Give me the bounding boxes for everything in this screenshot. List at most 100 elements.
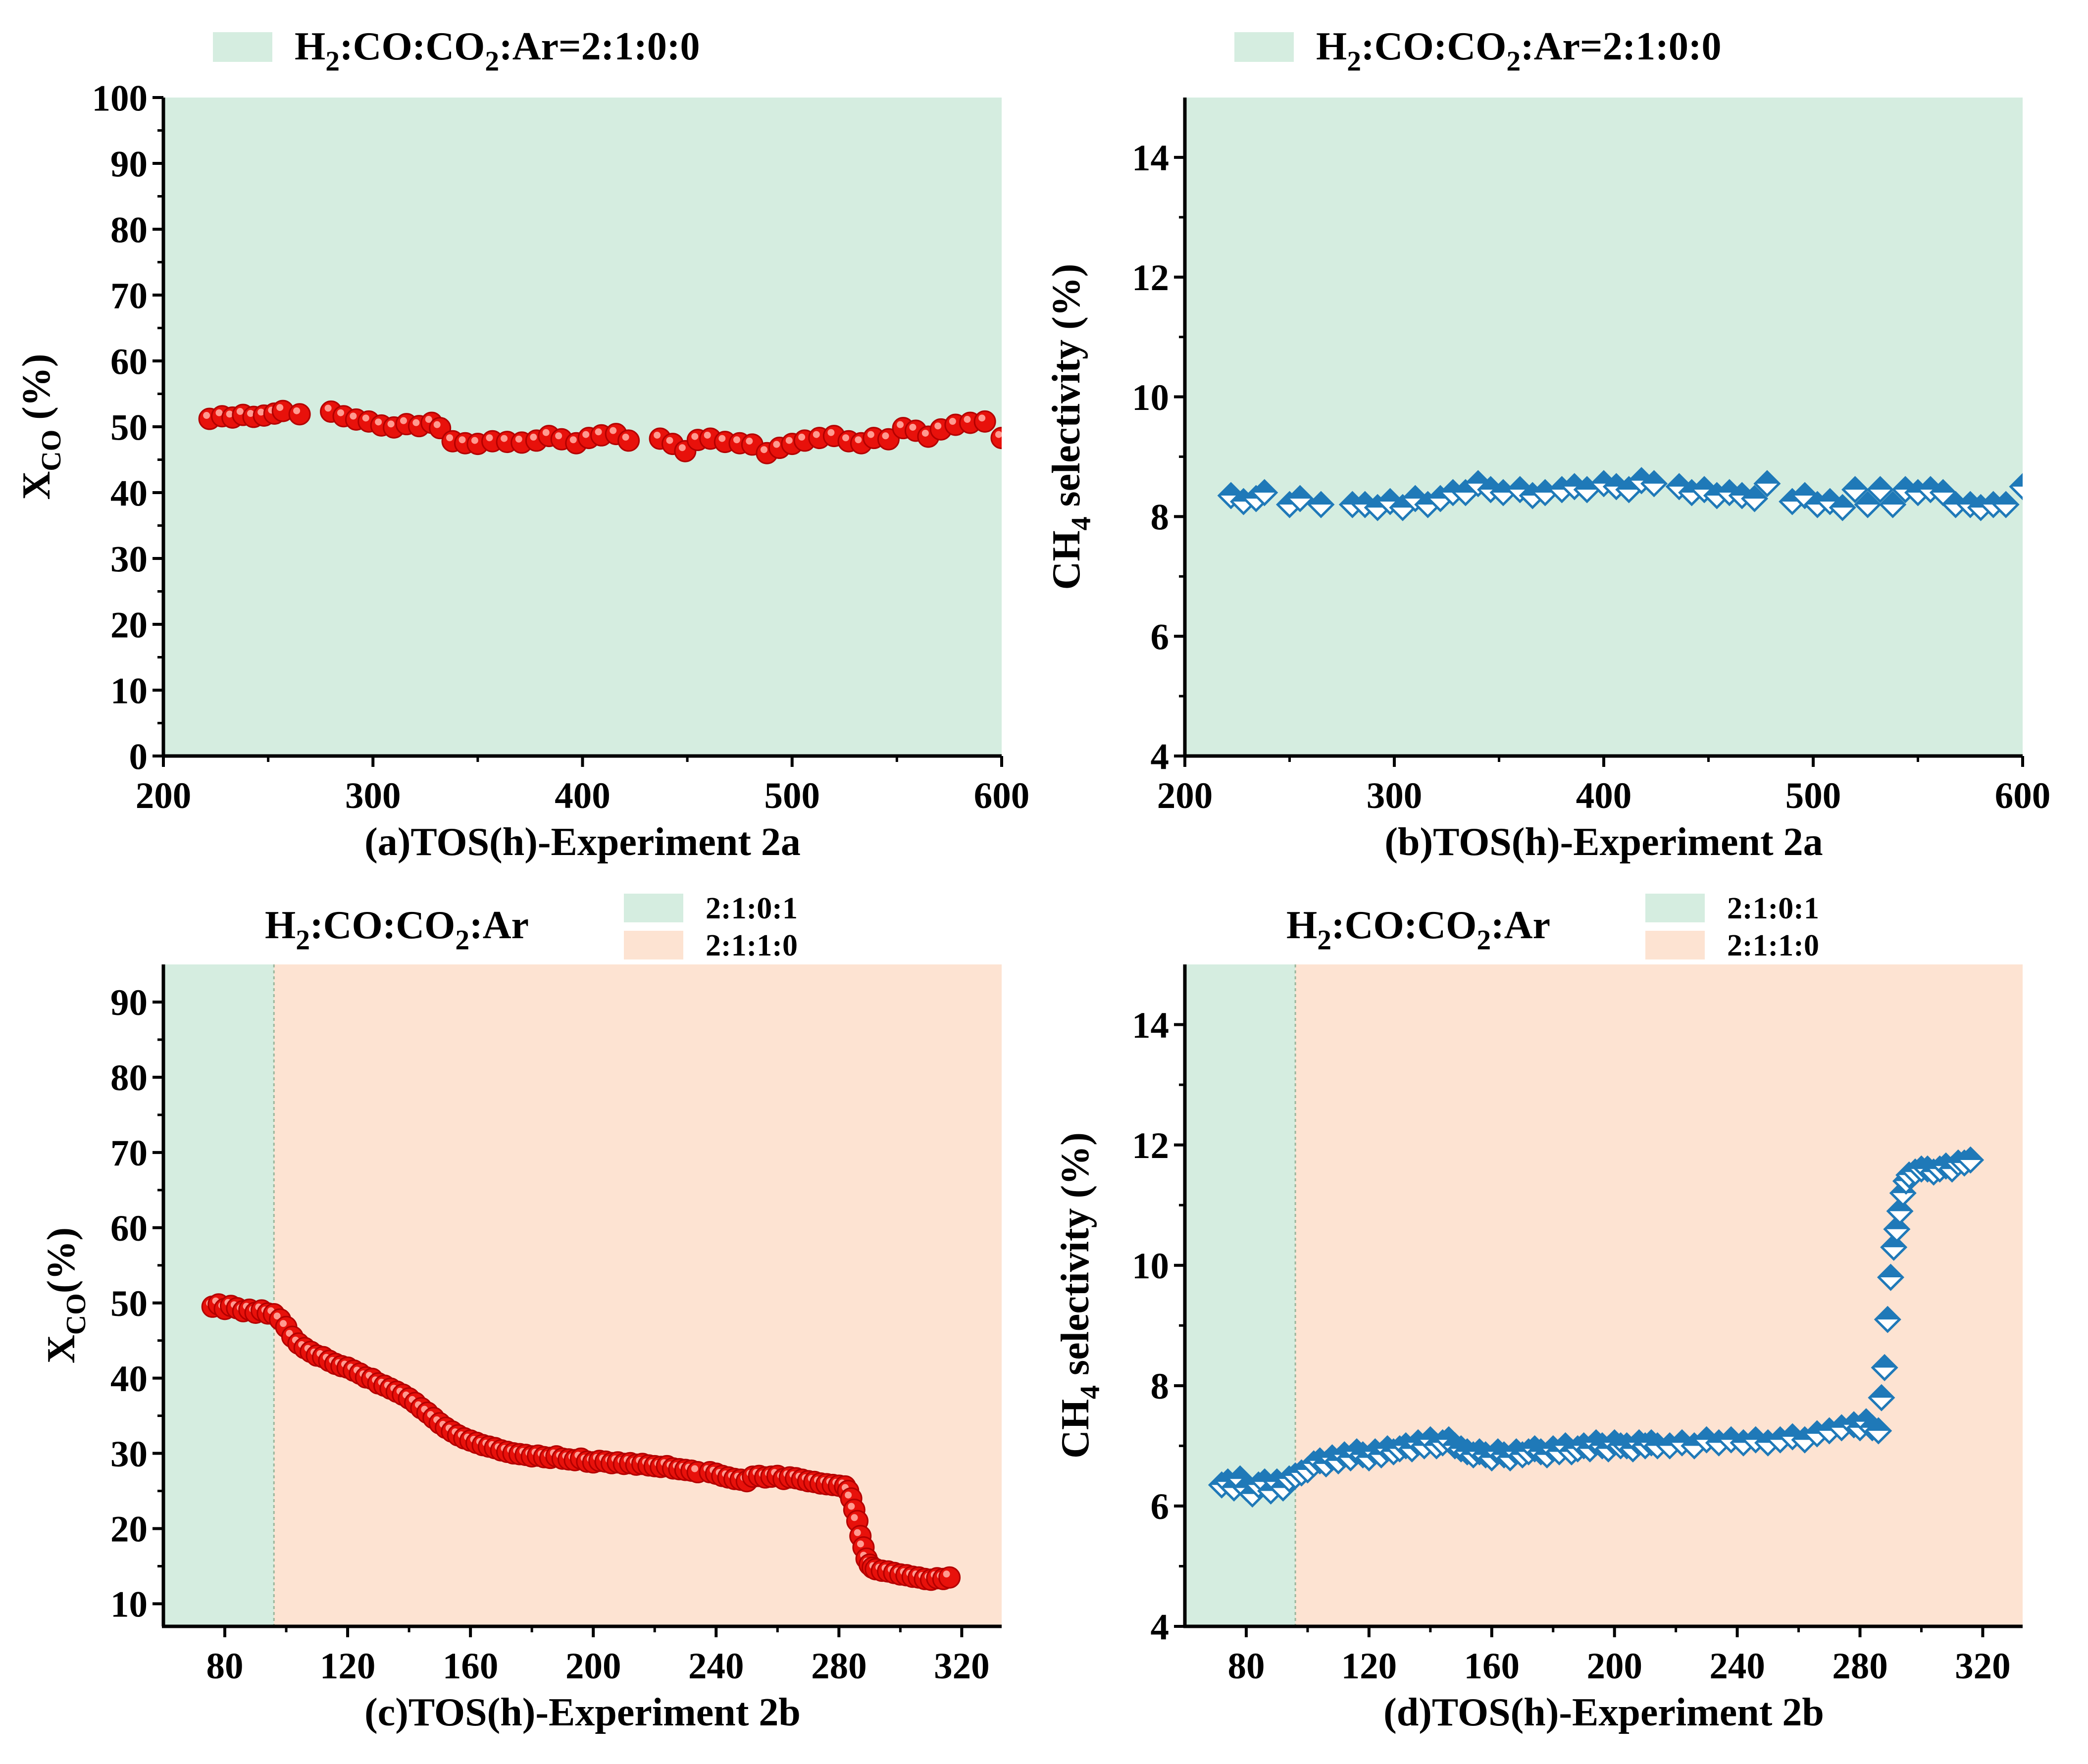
data-point-highlight xyxy=(827,429,835,436)
y-tick-label: 70 xyxy=(110,1133,148,1174)
x-tick-label: 500 xyxy=(764,775,820,816)
y-tick-label: 20 xyxy=(110,1509,148,1550)
data-point-highlight xyxy=(375,418,382,426)
data-point-highlight xyxy=(760,446,767,454)
data-point-highlight xyxy=(798,433,806,441)
data-point-highlight xyxy=(324,404,332,412)
data-point-highlight xyxy=(733,436,740,444)
y-tick-label: 40 xyxy=(110,1359,148,1400)
y-tick-label: 10 xyxy=(1132,1246,1169,1287)
legend-swatch xyxy=(624,894,683,922)
data-point-highlight xyxy=(293,407,301,414)
data-point-fill xyxy=(1742,487,1767,499)
y-tick-label: 60 xyxy=(110,1208,148,1249)
y-tick-label: 10 xyxy=(110,1584,148,1625)
y-tick-label: 6 xyxy=(1151,616,1170,657)
legend-title: H2:CO:CO2:Ar xyxy=(1286,904,1550,956)
legend: H2:CO:CO2:Ar 2:1:0:1 2:1:1:0 xyxy=(265,892,798,962)
legend-swatch xyxy=(1234,32,1294,62)
data-point-highlight xyxy=(257,408,265,416)
data-point-fill xyxy=(1692,477,1717,490)
data-point xyxy=(938,1566,961,1589)
data-point-highlight xyxy=(773,441,780,448)
data-point-highlight xyxy=(350,412,357,420)
data-point-highlight xyxy=(882,432,889,440)
data-point-highlight xyxy=(362,414,369,422)
data-point-highlight xyxy=(610,427,617,434)
x-tick-label: 200 xyxy=(1586,1646,1642,1687)
x-tick-label: 400 xyxy=(1576,775,1632,816)
y-tick-label: 70 xyxy=(110,275,148,316)
data-point-highlight xyxy=(854,1529,861,1536)
data-point-highlight xyxy=(595,428,602,436)
data-point-highlight xyxy=(666,437,673,444)
series-markers xyxy=(198,400,1002,464)
x-tick-label: 200 xyxy=(565,1646,621,1687)
data-point-highlight xyxy=(842,434,850,442)
legend: H2:CO:CO2:Ar=2:1:0:0 xyxy=(213,25,700,77)
data-point-fill xyxy=(1403,487,1427,499)
data-point-fill xyxy=(1667,474,1691,487)
y-tick-label: 10 xyxy=(110,670,148,711)
y-tick-label: 14 xyxy=(1132,1005,1169,1046)
legend-label: H2:CO:CO2:Ar=2:1:0:0 xyxy=(1316,25,1722,77)
x-tick-label: 160 xyxy=(443,1646,499,1687)
series-markers xyxy=(201,1293,961,1591)
y-axis-title: XCO(%) xyxy=(40,1227,92,1363)
data-point-highlight xyxy=(412,419,420,426)
data-point-fill xyxy=(1508,477,1532,490)
series-markers xyxy=(1217,467,2023,521)
data-point-highlight xyxy=(486,434,493,442)
x-tick-label: 120 xyxy=(320,1646,376,1687)
x-tick-label: 240 xyxy=(688,1646,744,1687)
data-point-fill xyxy=(1868,477,1892,490)
data-point-highlight xyxy=(542,429,550,436)
x-axis-title: (a)TOS(h)-Experiment 2a xyxy=(364,820,801,864)
legend: H2:CO:CO2:Ar 2:1:0:1 2:1:1:0 xyxy=(1286,892,1819,962)
data-point-highlight xyxy=(857,1540,864,1548)
data-point-highlight xyxy=(530,433,537,441)
data-point-highlight xyxy=(400,417,407,424)
data-point-fill xyxy=(1219,484,1243,496)
data-point-highlight xyxy=(718,435,726,442)
data-point-highlight xyxy=(515,435,522,443)
data-point-fill xyxy=(1855,493,1880,505)
data-point-fill xyxy=(1252,481,1276,493)
region-green xyxy=(1185,98,2023,756)
data-point-fill xyxy=(1873,1356,1897,1368)
legend: H2:CO:CO2:Ar=2:1:0:0 xyxy=(1234,25,1722,77)
legend-label: H2:CO:CO2:Ar=2:1:0:0 xyxy=(295,25,700,77)
data-point-fill xyxy=(1378,490,1402,502)
data-point-highlight xyxy=(273,1312,281,1320)
x-axis-title: (d)TOS(h)-Experiment 2b xyxy=(1383,1691,1824,1734)
chart-panel-b: 4 6 8 10 12 14 200 300 400 500 600 (b)TOS(h)-Experi… xyxy=(1045,25,2050,864)
y-tick-label: 0 xyxy=(129,736,148,777)
legend-swatch xyxy=(624,931,683,959)
x-tick-label: 280 xyxy=(811,1646,867,1687)
data-point-fill xyxy=(1866,1418,1890,1431)
region-green xyxy=(163,98,1002,756)
data-point-highlight xyxy=(855,436,862,444)
data-point-highlight xyxy=(286,1330,293,1337)
x-tick-label: 300 xyxy=(345,775,401,816)
data-point-fill xyxy=(1755,471,1779,484)
data-point-fill xyxy=(1876,1308,1900,1320)
data-point-highlight xyxy=(943,1570,950,1578)
x-axis-title: (c)TOS(h)-Experiment 2b xyxy=(364,1691,801,1734)
y-tick-label: 90 xyxy=(110,144,148,185)
data-point-highlight xyxy=(569,436,577,444)
legend-label: 2:1:1:0 xyxy=(706,929,798,962)
chart-panel-d: 4 6 8 10 12 14 80 120 160 200 240 280 320 (d)TOS(h)-E… xyxy=(1054,892,2023,1734)
data-point-fill xyxy=(2011,474,2023,487)
data-point-highlight xyxy=(433,421,441,428)
data-point-highlight xyxy=(582,431,590,438)
x-tick-label: 160 xyxy=(1464,1646,1520,1687)
x-tick-label: 300 xyxy=(1367,775,1423,816)
x-tick-label: 320 xyxy=(934,1646,990,1687)
data-point-highlight xyxy=(978,414,986,422)
legend-label: 2:1:0:1 xyxy=(1727,892,1819,925)
data-point-fill xyxy=(1882,1235,1906,1248)
legend-swatch xyxy=(1645,931,1705,959)
data-point-highlight xyxy=(813,431,820,438)
data-point-highlight xyxy=(704,431,711,439)
